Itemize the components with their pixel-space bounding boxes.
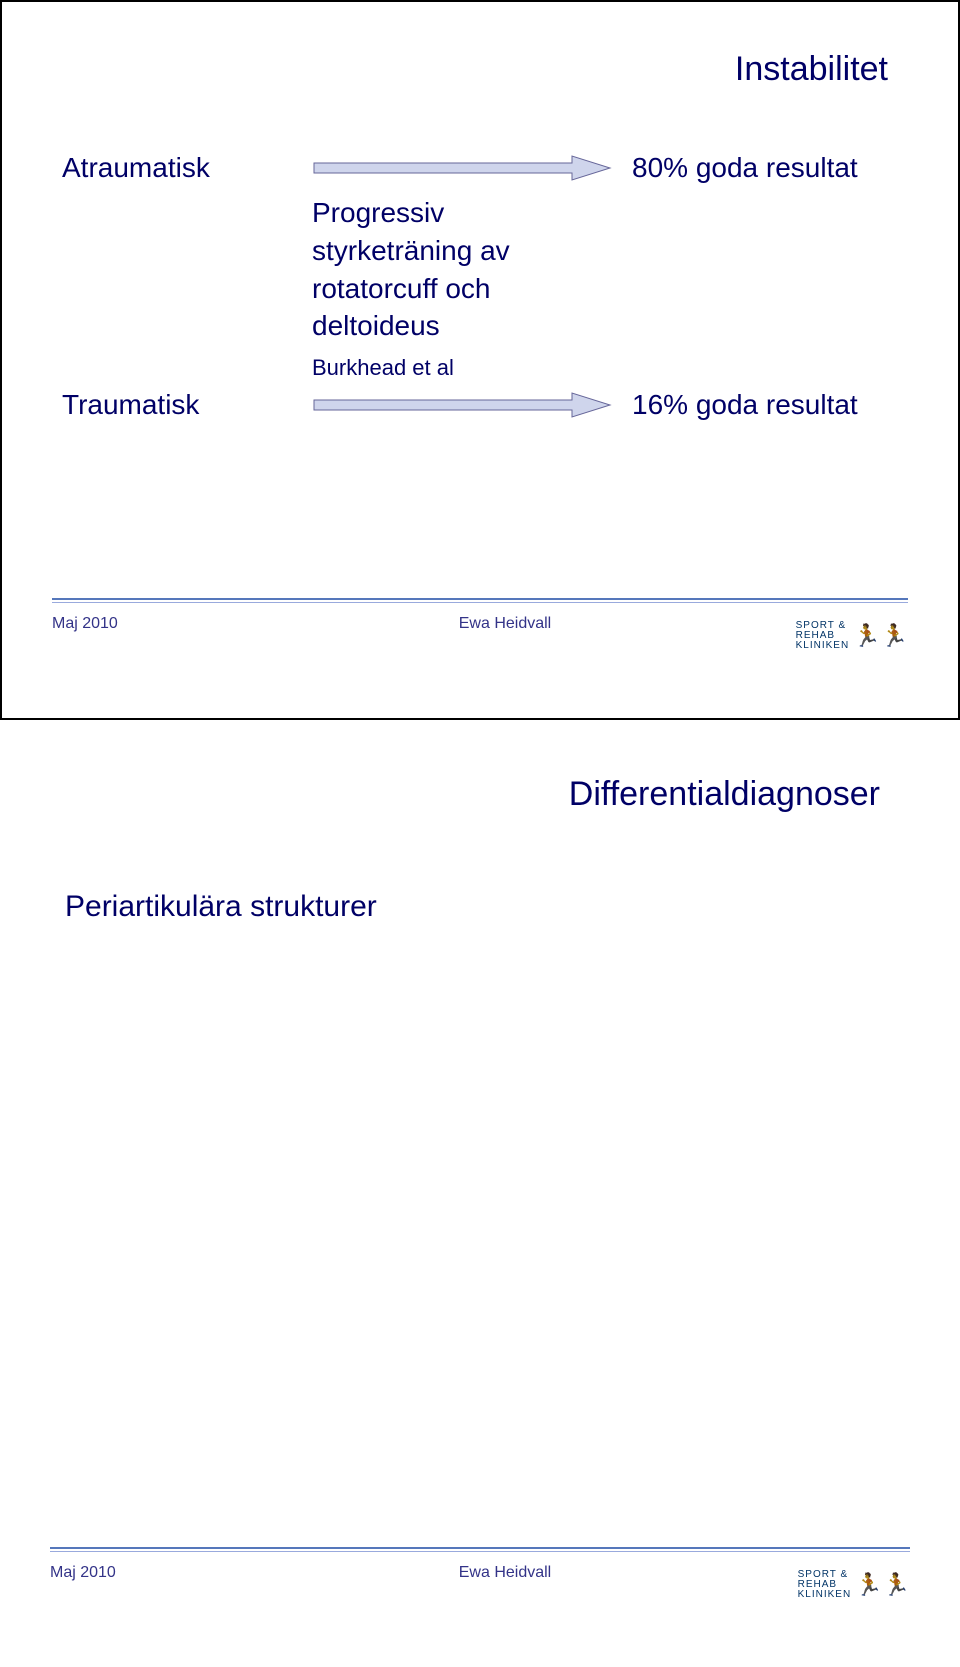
slide-differentialdiagnoser: Differentialdiagnoser Periartikulära str… <box>0 720 960 1667</box>
footer-author: Ewa Heidvall <box>252 615 758 633</box>
result-traumatisk: 16% goda resultat <box>632 389 898 421</box>
footer-date: Maj 2010 <box>50 1564 250 1582</box>
mid-line-3: rotatorcuff och <box>312 270 898 308</box>
row-traumatisk: Traumatisk 16% goda resultat <box>62 389 898 421</box>
arrow-icon <box>312 390 612 420</box>
runner-icon: 🏃🏃 <box>855 1572 910 1598</box>
slide-title: Instabilitet <box>735 50 888 89</box>
logo-line-3: KLINIKEN <box>796 641 850 651</box>
footer-divider-thin <box>52 602 908 603</box>
label-atraumatisk: Atraumatisk <box>62 152 292 184</box>
slide-instabilitet: Instabilitet Atraumatisk 80% goda result… <box>0 0 960 720</box>
slide-body: Atraumatisk 80% goda resultat Progressiv… <box>62 152 898 421</box>
label-traumatisk: Traumatisk <box>62 389 292 421</box>
arrow-icon <box>312 153 612 183</box>
footer: Maj 2010 Ewa Heidvall SPORT REHAB KLINIK… <box>50 1547 910 1617</box>
citation: Burkhead et al <box>312 355 898 381</box>
runner-icon: 🏃🏃 <box>853 623 908 649</box>
result-atraumatisk: 80% goda resultat <box>632 152 898 184</box>
mid-line-1: Progressiv <box>312 194 898 232</box>
footer-divider-thin <box>50 1551 910 1552</box>
mid-line-2: styrketräning av <box>312 232 898 270</box>
footer-logo: SPORT REHAB KLINIKEN 🏃🏃 <box>758 615 908 651</box>
intervention-text: Progressiv styrketräning av rotatorcuff … <box>312 194 898 345</box>
slide-body-text: Periartikulära strukturer <box>65 890 377 924</box>
footer-date: Maj 2010 <box>52 615 252 633</box>
slide-title: Differentialdiagnoser <box>569 775 880 814</box>
logo-line-3: KLINIKEN <box>798 1590 852 1600</box>
footer-logo: SPORT REHAB KLINIKEN 🏃🏃 <box>760 1564 910 1600</box>
mid-line-4: deltoideus <box>312 307 898 345</box>
footer-divider <box>52 598 908 600</box>
footer-author: Ewa Heidvall <box>250 1564 760 1582</box>
footer: Maj 2010 Ewa Heidvall SPORT REHAB KLINIK… <box>52 598 908 668</box>
row-atraumatisk: Atraumatisk 80% goda resultat <box>62 152 898 184</box>
footer-divider <box>50 1547 910 1549</box>
